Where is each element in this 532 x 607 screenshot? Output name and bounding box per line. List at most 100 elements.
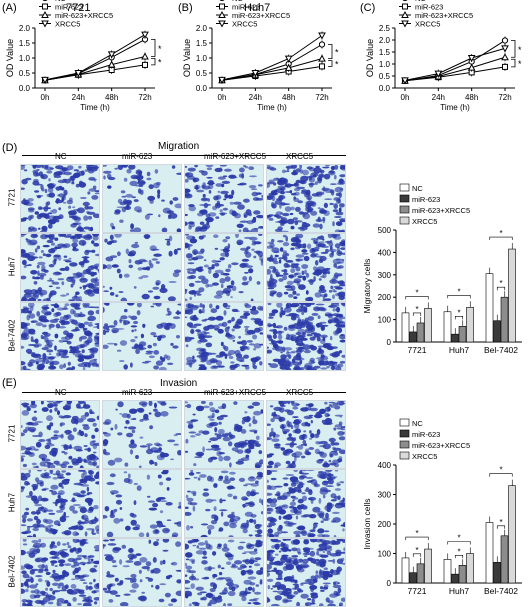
legend-label: NC (412, 184, 423, 193)
micrograph-image (20, 164, 100, 233)
legend-marker (219, 0, 225, 2)
x-axis-label: Time (h) (440, 103, 470, 112)
bar (424, 548, 432, 584)
bar (458, 565, 467, 584)
micrograph-image (102, 233, 182, 302)
y-tick-label: 2.5 (379, 24, 391, 33)
bar (401, 312, 410, 343)
y-axis-label: OD Value (5, 39, 15, 77)
cell-stain (103, 539, 181, 606)
y-tick-label: 0 (387, 338, 392, 347)
x-tick-label: 48h (465, 93, 478, 102)
significance-bracket (405, 296, 429, 300)
significance-star: * (415, 529, 418, 538)
y-tick-label: 0.5 (19, 69, 31, 78)
legend-marker (401, 20, 409, 28)
y-tick-label: 0.5 (379, 72, 391, 81)
bar (409, 331, 417, 343)
cell-stain (21, 539, 99, 606)
bar (424, 308, 432, 343)
micrograph-image (266, 400, 346, 469)
micrograph-image (102, 400, 182, 469)
micrograph-column-label: NC (55, 152, 67, 161)
y-tick-label: 100 (378, 316, 392, 325)
legend-label: NC (55, 0, 66, 3)
data-point (318, 32, 326, 40)
data-point (107, 51, 116, 59)
bar (485, 273, 494, 343)
series-line-miR-623+XRCC5 (44, 56, 146, 81)
legend-label: NC (415, 0, 426, 3)
data-point (141, 52, 149, 60)
cell-stain (103, 234, 181, 301)
migration-header-line (22, 155, 346, 156)
y-tick-label: 0 (387, 579, 392, 588)
bar-chart-e: 0 100 200 300 400 Invasion cells 7721 * * Huh7 * * B… (362, 418, 522, 596)
micrograph-image (266, 538, 346, 607)
micrograph-image (266, 164, 346, 233)
micrograph-image (184, 302, 264, 371)
x-tick-label: 0h (41, 93, 50, 102)
significance-star: * (415, 546, 418, 555)
significance-bracket (447, 294, 471, 299)
micrograph-column-label: NC (55, 388, 67, 397)
series-line-miR-623+XRCC5 (404, 56, 506, 82)
micrograph-image (266, 469, 346, 538)
legend-marker (401, 10, 409, 18)
cell-stain (185, 539, 263, 606)
x-tick-label: 48h (105, 93, 118, 102)
y-tick-label: 200 (378, 520, 392, 529)
significance-star: * (415, 288, 418, 297)
micrograph-image (102, 469, 182, 538)
significance-bracket (489, 236, 513, 241)
significance-star: * (518, 59, 522, 69)
cell-stain (103, 470, 181, 537)
bar (458, 326, 467, 343)
micrograph-image (266, 233, 346, 302)
significance-star: * (457, 547, 460, 556)
bar (401, 557, 410, 584)
legend-swatch (399, 451, 410, 460)
data-point (107, 60, 116, 68)
panel-a-tag: (A) (2, 2, 17, 14)
x-axis-label: Time (h) (257, 103, 287, 112)
micrograph-column-label: XRCC5 (286, 388, 314, 397)
x-tick-label: 24h (432, 93, 445, 102)
bar (451, 573, 459, 584)
legend-label: XRCC5 (412, 452, 437, 461)
legend-label: miR-623 (412, 430, 440, 439)
y-tick-label: 0.0 (379, 84, 391, 93)
micrograph-image (266, 302, 346, 371)
significance-star: * (457, 308, 460, 317)
y-tick-label: 400 (378, 461, 392, 470)
y-tick-label: 2.0 (19, 24, 31, 33)
cell-stain (267, 234, 345, 301)
significance-bracket (496, 525, 506, 529)
y-tick-label: 1.0 (379, 60, 391, 69)
x-tick-label: 7721 (408, 586, 427, 596)
legend-label: miR-623+XRCC5 (412, 441, 470, 450)
cell-stain (103, 401, 181, 468)
significance-star: * (499, 229, 502, 238)
data-point (319, 63, 325, 70)
cell-stain (267, 165, 345, 232)
panel-a-title: 7721 (66, 2, 91, 14)
bar (508, 485, 516, 584)
cell-stain (185, 165, 263, 232)
legend-label: XRCC5 (415, 20, 440, 29)
data-point (401, 77, 409, 85)
y-tick-label: 100 (378, 550, 392, 559)
x-tick-label: 48h (282, 93, 295, 102)
data-point (501, 45, 509, 53)
micrograph-image (102, 302, 182, 371)
significance-bracket (328, 60, 333, 67)
cell-stain (21, 470, 99, 537)
significance-star: * (499, 466, 502, 475)
micrograph-image (184, 164, 264, 233)
cell-stain (267, 539, 345, 606)
y-axis-label: OD Value (182, 39, 192, 77)
legend-marker (402, 0, 408, 2)
legend-label: NC (412, 419, 423, 428)
data-point (501, 37, 509, 44)
bar (493, 562, 501, 584)
